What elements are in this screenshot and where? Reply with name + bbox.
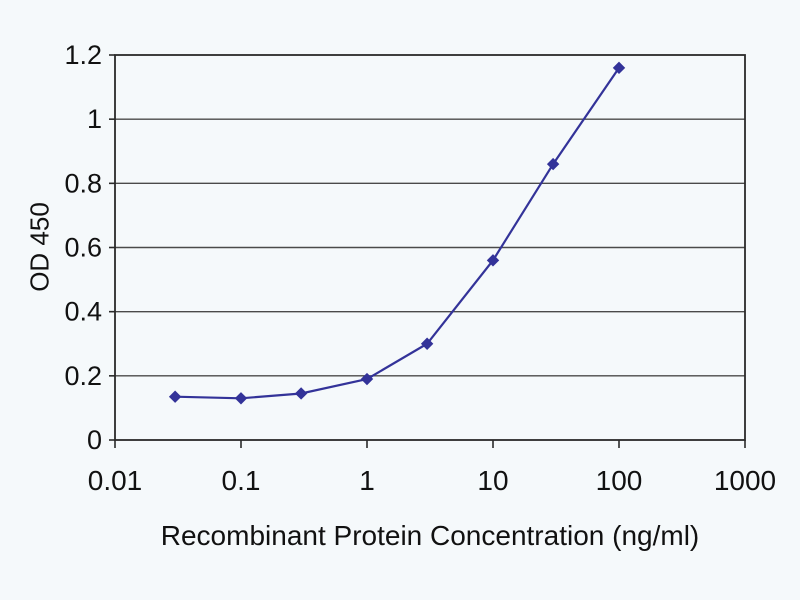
x-axis-label: Recombinant Protein Concentration (ng/ml… [160, 520, 700, 551]
x-tick-label: 1 [359, 465, 375, 496]
data-point-marker [168, 390, 182, 403]
data-point-marker [294, 387, 308, 400]
y-tick-label: 0.8 [64, 168, 102, 198]
x-tick-label: 0.1 [222, 465, 261, 496]
x-tick-label: 100 [596, 465, 643, 496]
y-tick-label: 1.2 [64, 40, 102, 70]
x-tick-label: 0.01 [88, 465, 143, 496]
data-line [175, 67, 620, 400]
data-point-marker [486, 254, 500, 267]
y-tick-label: 0 [87, 425, 102, 455]
x-tick-label: 1000 [714, 465, 776, 496]
x-tick-label: 10 [477, 465, 508, 496]
data-point-marker [546, 157, 560, 171]
y-tick-label: 0.4 [64, 297, 102, 327]
plot-border [114, 54, 746, 441]
y-axis-label: OD 450 [24, 202, 55, 292]
y-tick-label: 0.2 [64, 361, 102, 391]
data-point-marker [612, 61, 626, 75]
y-tick-label: 1 [87, 104, 102, 134]
data-point-marker [360, 372, 374, 386]
y-tick-label: 0.6 [64, 233, 102, 263]
data-point-marker [420, 337, 434, 350]
data-point-marker [234, 392, 248, 405]
